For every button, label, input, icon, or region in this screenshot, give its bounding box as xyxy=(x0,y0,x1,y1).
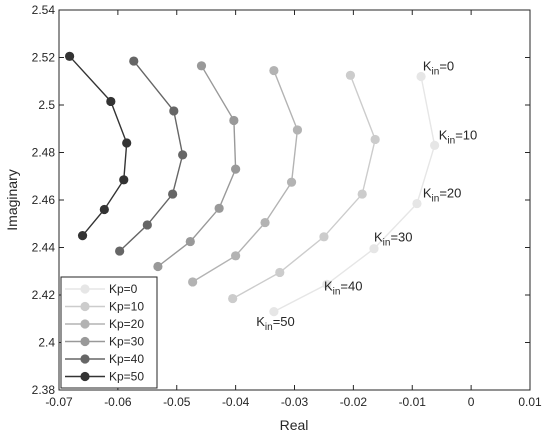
data-point xyxy=(319,232,329,242)
data-point xyxy=(370,134,380,145)
series-line xyxy=(273,76,436,313)
legend-item: Kp=50 xyxy=(65,370,144,384)
data-point xyxy=(292,125,303,135)
x-tick-label: -0.01 xyxy=(399,395,427,409)
legend-marker xyxy=(80,284,90,294)
legend-item: Kp=10 xyxy=(65,300,144,314)
x-tick-label: -0.02 xyxy=(340,395,368,409)
data-point xyxy=(153,261,163,272)
x-tick-label: -0.07 xyxy=(45,395,73,409)
y-tick-label: 2.5 xyxy=(38,98,55,112)
data-point xyxy=(430,140,440,150)
y-tick-label: 2.46 xyxy=(32,193,56,207)
y-axis-label: Imaginary xyxy=(4,169,20,230)
series-kp-40 xyxy=(115,56,188,256)
series-line xyxy=(119,60,184,252)
legend-item: Kp=20 xyxy=(65,317,144,331)
series-kp-30 xyxy=(153,61,241,272)
data-point xyxy=(260,217,270,228)
series-line xyxy=(69,55,128,237)
kin-annotation: Kin=10 xyxy=(439,127,478,146)
data-point xyxy=(178,150,188,160)
kin-annotation: Kin=30 xyxy=(374,230,413,249)
kin-annotation: Kin=20 xyxy=(423,186,462,205)
x-axis-label: Real xyxy=(280,417,309,433)
data-point xyxy=(345,70,356,80)
series-kp-0 xyxy=(269,71,440,317)
y-tick-label: 2.4 xyxy=(38,336,55,350)
legend-label: Kp=50 xyxy=(109,370,144,384)
data-point xyxy=(142,220,152,230)
legend-item: Kp=0 xyxy=(65,282,138,296)
series-line xyxy=(157,65,237,268)
y-tick-label: 2.42 xyxy=(32,288,56,302)
data-point xyxy=(106,96,116,107)
data-point xyxy=(275,267,285,278)
x-axis: -0.07 -0.06 -0.05 -0.04 -0.03 -0.02 -0.01 0 0.01 xyxy=(45,10,542,409)
data-point xyxy=(412,198,422,209)
data-point xyxy=(269,65,279,76)
legend-marker xyxy=(80,354,90,364)
data-point xyxy=(231,251,241,261)
series-line xyxy=(232,75,376,300)
series-layer xyxy=(64,51,440,317)
y-tick-label: 2.52 xyxy=(32,51,56,65)
data-point xyxy=(64,51,75,61)
data-point xyxy=(115,246,125,256)
x-tick-label: -0.06 xyxy=(104,395,132,409)
y-tick-label: 2.48 xyxy=(32,146,56,160)
data-point xyxy=(228,293,238,304)
legend-marker xyxy=(80,301,90,312)
data-point xyxy=(286,177,297,187)
legend: Kp=0 Kp=10 Kp=20 Kp=30 Kp=40 Kp=50 xyxy=(60,276,158,389)
data-point xyxy=(369,244,379,254)
data-point xyxy=(168,189,178,199)
legend-marker xyxy=(80,319,90,329)
legend-label: Kp=10 xyxy=(109,300,144,314)
legend-label: Kp=40 xyxy=(109,352,144,366)
y-tick-label: 2.38 xyxy=(32,383,56,397)
data-point xyxy=(229,115,239,126)
legend-marker xyxy=(80,371,90,382)
series-kp-20 xyxy=(188,65,303,287)
data-point xyxy=(188,277,198,287)
legend-marker xyxy=(80,336,90,347)
kin-annotation: Kin=0 xyxy=(423,59,454,78)
legend-label: Kp=0 xyxy=(109,282,138,296)
series-kp-50 xyxy=(64,51,132,241)
y-axis: 2.38 2.4 2.42 2.44 2.46 2.48 2.5 2.52 2.54 xyxy=(32,3,530,397)
x-tick-label: -0.05 xyxy=(163,395,191,409)
data-point xyxy=(99,204,109,215)
x-tick-label: 0 xyxy=(468,395,475,409)
data-point xyxy=(122,138,132,148)
data-point xyxy=(416,71,426,82)
kin-annotation: Kin=50 xyxy=(256,314,295,333)
data-point xyxy=(357,189,367,199)
data-point xyxy=(129,56,139,66)
legend-label: Kp=30 xyxy=(109,335,144,349)
data-point xyxy=(169,106,179,116)
data-point xyxy=(185,236,195,247)
data-point xyxy=(214,203,224,213)
series-kp-10 xyxy=(228,70,380,304)
kin-annotation: Kin=40 xyxy=(324,278,363,297)
data-point xyxy=(196,61,207,71)
x-tick-label: -0.03 xyxy=(281,395,309,409)
data-point xyxy=(77,231,88,241)
y-tick-label: 2.44 xyxy=(32,241,56,255)
legend-label: Kp=20 xyxy=(109,317,144,331)
data-point xyxy=(119,175,129,185)
annotations: Kin=0 Kin=10 Kin=20 Kin=30 Kin=40 Kin=50 xyxy=(256,59,477,333)
data-point xyxy=(269,307,279,317)
data-point xyxy=(322,279,332,289)
legend-item: Kp=30 xyxy=(65,335,144,349)
legend-box xyxy=(60,276,158,389)
x-tick-label: -0.04 xyxy=(222,395,250,409)
legend-item: Kp=40 xyxy=(65,352,144,366)
series-line xyxy=(192,70,299,283)
data-point xyxy=(231,164,241,174)
x-tick-label: 0.01 xyxy=(518,395,542,409)
y-tick-label: 2.54 xyxy=(32,3,56,17)
